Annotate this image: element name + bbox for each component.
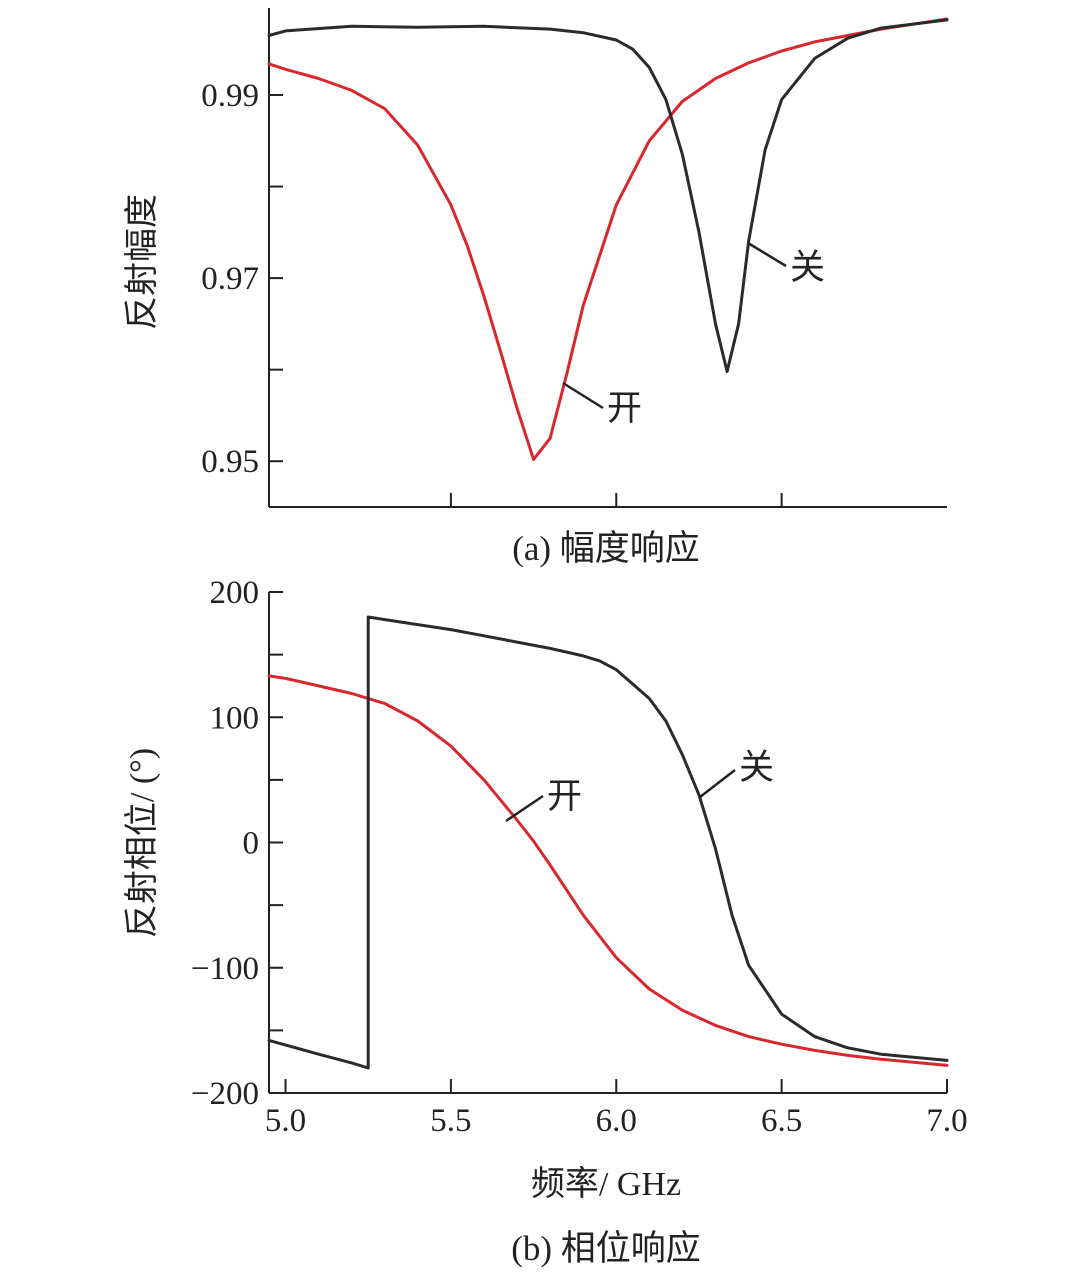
phase-x-tick-label: 7.0 [926, 1103, 967, 1139]
phase-series [267, 615, 949, 1070]
amplitude-on-label: 开 [607, 389, 642, 428]
amplitude-series-on [267, 17, 949, 461]
amplitude-y-axis-label: 反射幅度 [123, 194, 161, 330]
phase-panel: −200 −100 0 100 200 5.0 5.5 6.0 6.5 7.0 开 关 反射相位… [123, 575, 968, 1268]
amplitude-series [267, 17, 949, 461]
amplitude-series-off [267, 18, 949, 373]
phase-off-leader [699, 769, 736, 798]
phase-x-tick-label: 5.0 [265, 1103, 306, 1139]
phase-x-tick-label: 6.5 [761, 1103, 802, 1139]
amplitude-y-ticks: 0.95 0.97 0.99 [201, 78, 283, 480]
phase-y-ticks: −200 −100 0 100 200 [191, 575, 283, 1112]
phase-callouts: 开 关 [505, 748, 774, 823]
phase-x-axis-label: 频率/ GHz [531, 1165, 681, 1203]
amplitude-on-leader [562, 381, 604, 410]
amplitude-y-tick-label: 0.95 [201, 444, 259, 480]
phase-y-tick-label: 100 [210, 700, 260, 736]
amplitude-panel: 0.95 0.97 0.99 开 关 反射幅度 (a) 幅度响应 [123, 8, 949, 568]
phase-axes [268, 592, 947, 1094]
phase-y-tick-label: −100 [191, 951, 259, 987]
phase-y-tick-label: 0 [243, 826, 260, 862]
amplitude-axes [268, 8, 947, 508]
phase-off-label: 关 [739, 748, 774, 787]
phase-x-tick-label: 6.0 [596, 1103, 637, 1139]
amplitude-x-ticks [449, 493, 783, 507]
phase-x-ticks: 5.0 5.5 6.0 6.5 7.0 [265, 1079, 968, 1139]
phase-series-off [267, 615, 949, 1070]
phase-y-tick-label: −200 [191, 1076, 259, 1112]
phase-y-tick-label: 200 [210, 575, 260, 611]
phase-y-axis-label: 反射相位/ (°) [123, 748, 161, 938]
amplitude-off-label: 关 [790, 248, 825, 287]
amplitude-y-tick-label: 0.99 [201, 78, 259, 114]
amplitude-caption: (a) 幅度响应 [512, 529, 700, 568]
phase-x-tick-label: 5.5 [430, 1103, 471, 1139]
amplitude-off-leader [747, 241, 787, 268]
phase-on-label: 开 [547, 777, 582, 816]
amplitude-y-tick-label: 0.97 [201, 261, 259, 297]
phase-series-on [267, 674, 949, 1067]
phase-caption: (b) 相位响应 [511, 1229, 701, 1268]
phase-on-leader [505, 794, 544, 823]
amplitude-callouts: 开 关 [562, 241, 825, 428]
